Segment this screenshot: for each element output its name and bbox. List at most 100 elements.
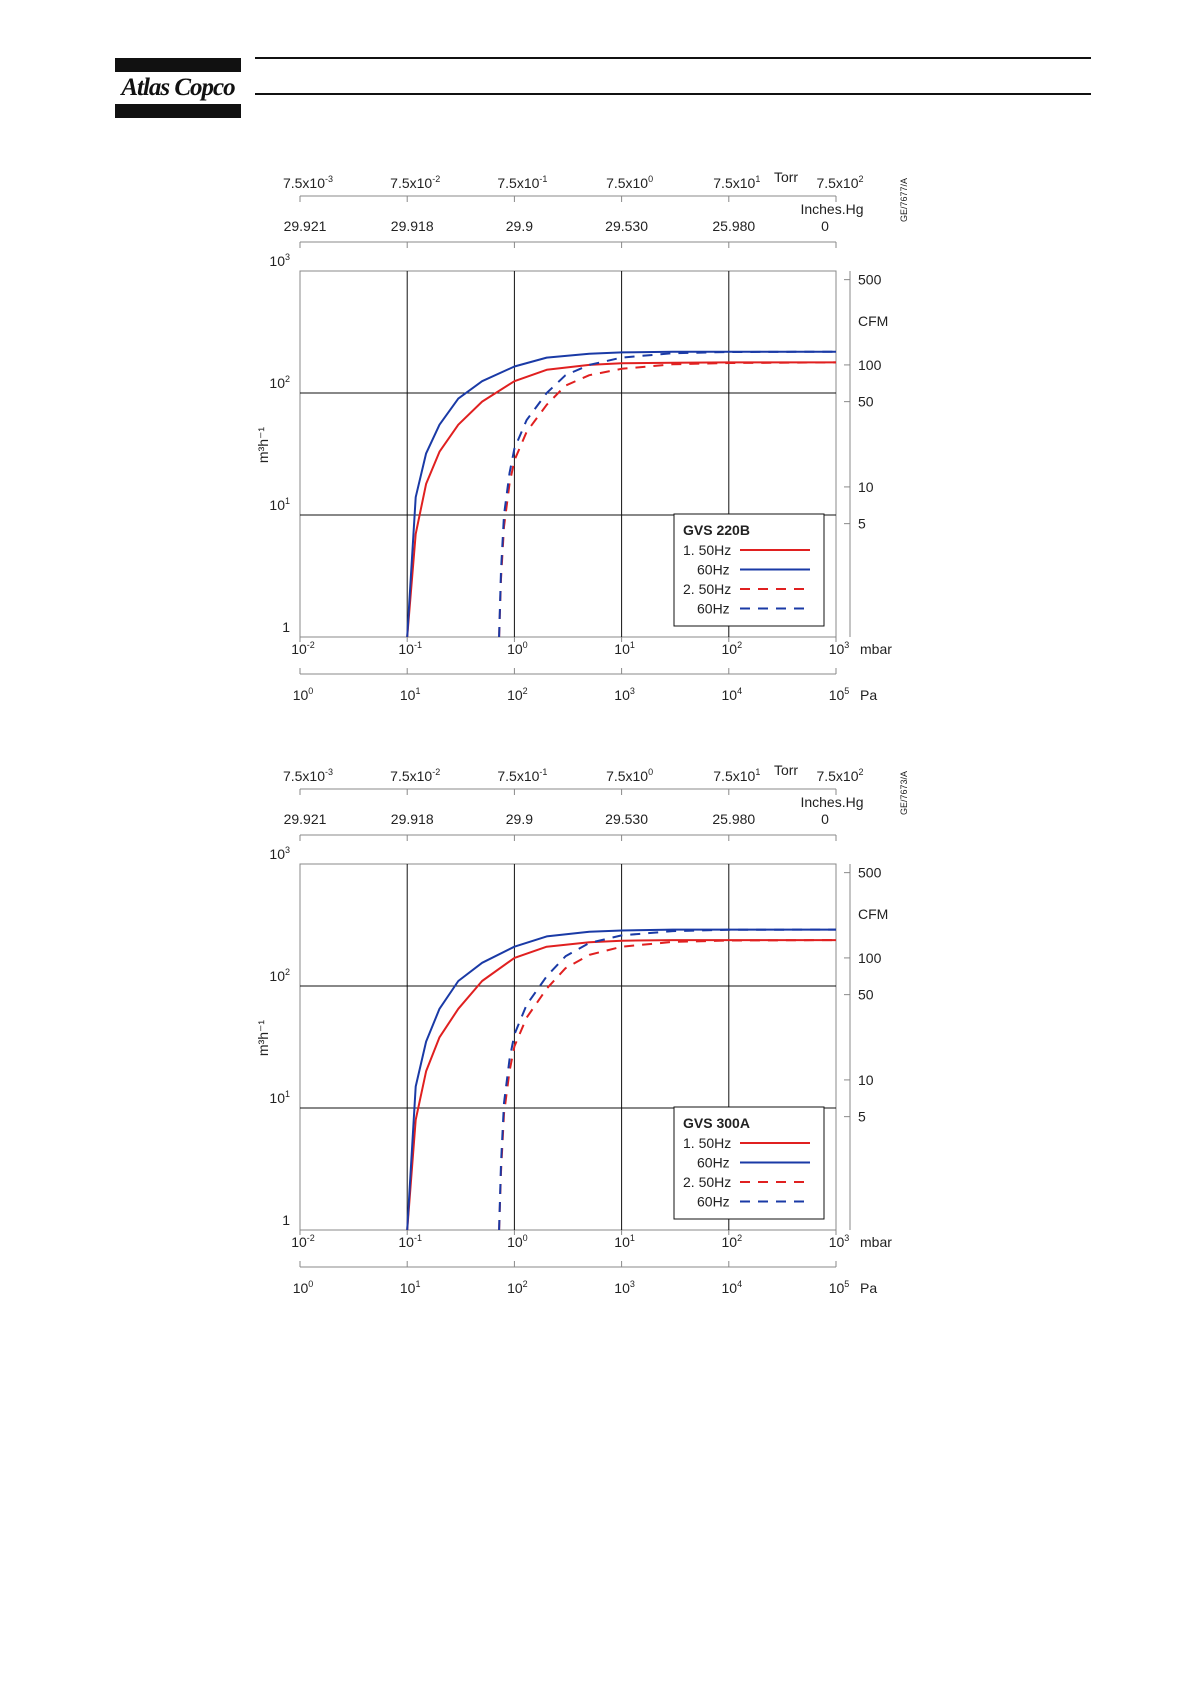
y-tick-label: 101 bbox=[269, 1089, 290, 1106]
pa-tick-label: 100 bbox=[293, 686, 314, 703]
legend-title: GVS 300A bbox=[683, 1115, 750, 1131]
pa-tick-label: 104 bbox=[722, 686, 743, 703]
x-tick-label: 100 bbox=[507, 640, 528, 657]
torr-tick-label: 7.5x100 bbox=[606, 174, 653, 191]
inhg-tick-label: 25.980 bbox=[712, 811, 755, 827]
cfm-tick-label: 10 bbox=[858, 479, 874, 495]
curve-1-50hz bbox=[406, 361, 836, 638]
legend-row-2-50hz-label: 2. 50Hz bbox=[683, 581, 731, 597]
cfm-unit-label: CFM bbox=[858, 906, 888, 922]
torr-tick-label: 7.5x102 bbox=[816, 767, 863, 784]
x-tick-label: 10-1 bbox=[398, 640, 422, 657]
cfm-tick-label: 50 bbox=[858, 394, 874, 410]
inhg-tick-label: 29.921 bbox=[284, 811, 327, 827]
cfm-tick-label: 50 bbox=[858, 987, 874, 1003]
curve-2-60hz bbox=[498, 350, 837, 638]
pa-tick-label: 103 bbox=[614, 686, 635, 703]
legend-row-2-60hz-label: 60Hz bbox=[697, 601, 730, 617]
cfm-tick-label: 5 bbox=[858, 516, 866, 532]
inhg-tick-label: 29.9 bbox=[506, 811, 533, 827]
x-tick-label: 102 bbox=[722, 1233, 743, 1250]
legend-row-2-50hz-label: 2. 50Hz bbox=[683, 1174, 731, 1190]
inhg-tick-label: 29.530 bbox=[605, 811, 648, 827]
cfm-unit-label: CFM bbox=[858, 313, 888, 329]
cfm-tick-label: 5 bbox=[858, 1109, 866, 1125]
y-tick-label: 1 bbox=[282, 619, 290, 635]
x-axis-unit-label: mbar bbox=[860, 1234, 892, 1250]
drawing-code: GE/7677/A bbox=[899, 178, 909, 222]
pa-tick-label: 102 bbox=[507, 1279, 528, 1296]
inhg-tick-label: 29.918 bbox=[391, 218, 434, 234]
header-rule-top bbox=[255, 57, 1091, 59]
atlas-copco-logo: Atlas Copco bbox=[115, 58, 241, 122]
y-axis-label: m³h⁻¹ bbox=[255, 427, 271, 464]
y-tick-label: 1 bbox=[282, 1212, 290, 1228]
legend-row-1-50hz-label: 1. 50Hz bbox=[683, 1135, 731, 1151]
pa-tick-label: 105 bbox=[829, 686, 850, 703]
x-tick-label: 10-2 bbox=[291, 1233, 315, 1250]
curve-2-60hz bbox=[498, 928, 837, 1231]
cfm-tick-label: 100 bbox=[858, 357, 882, 373]
curve-1-60hz bbox=[406, 350, 836, 638]
torr-tick-label: 7.5x102 bbox=[816, 174, 863, 191]
torr-tick-label: 7.5x10-1 bbox=[497, 767, 547, 784]
torr-tick-label: 7.5x101 bbox=[713, 174, 760, 191]
legend-row-1-60hz-label: 60Hz bbox=[697, 562, 730, 578]
pump-curve-chart-gvs-220b: 7.5x10-3 7.5x10-2 7.5x10-1 7.5x100 7.5x101 7.… bbox=[255, 169, 909, 703]
inhg-tick-label: 29.530 bbox=[605, 218, 648, 234]
curve-1-60hz bbox=[406, 928, 836, 1231]
pa-tick-label: 101 bbox=[400, 1279, 421, 1296]
torr-unit-label: Torr bbox=[774, 762, 798, 778]
pa-tick-label: 102 bbox=[507, 686, 528, 703]
inhg-tick-label: 0 bbox=[821, 811, 829, 827]
x-tick-label: 103 bbox=[829, 1233, 850, 1250]
curve-1-50hz bbox=[406, 939, 836, 1231]
logo-bar-top bbox=[115, 58, 241, 72]
x-tick-label: 10-1 bbox=[398, 1233, 422, 1250]
torr-tick-label: 7.5x10-3 bbox=[283, 767, 333, 784]
legend-row-2-60hz-label: 60Hz bbox=[697, 1194, 730, 1210]
torr-tick-label: 7.5x10-2 bbox=[390, 174, 440, 191]
torr-tick-label: 7.5x100 bbox=[606, 767, 653, 784]
inhg-tick-label: 29.921 bbox=[284, 218, 327, 234]
x-tick-label: 101 bbox=[614, 1233, 635, 1250]
x-tick-label: 101 bbox=[614, 640, 635, 657]
header-rule-bottom bbox=[255, 93, 1091, 95]
x-tick-label: 100 bbox=[507, 1233, 528, 1250]
logo-wordmark: Atlas Copco bbox=[121, 74, 235, 101]
pa-tick-label: 100 bbox=[293, 1279, 314, 1296]
y-tick-label: 103 bbox=[269, 252, 290, 269]
cfm-tick-label: 500 bbox=[858, 272, 882, 288]
inhg-unit-label: Inches.Hg bbox=[800, 201, 863, 217]
y-axis-label: m³h⁻¹ bbox=[255, 1020, 271, 1057]
inhg-tick-label: 0 bbox=[821, 218, 829, 234]
inhg-unit-label: Inches.Hg bbox=[800, 794, 863, 810]
inhg-tick-label: 29.9 bbox=[506, 218, 533, 234]
x-tick-label: 102 bbox=[722, 640, 743, 657]
legend-row-1-50hz-label: 1. 50Hz bbox=[683, 542, 731, 558]
x-tick-label: 103 bbox=[829, 640, 850, 657]
plot-frame bbox=[299, 270, 837, 638]
y-tick-label: 103 bbox=[269, 845, 290, 862]
legend-row-1-60hz-label: 60Hz bbox=[697, 1155, 730, 1171]
y-tick-label: 102 bbox=[269, 967, 290, 984]
x-tick-label: 10-2 bbox=[291, 640, 315, 657]
pa-tick-label: 103 bbox=[614, 1279, 635, 1296]
pa-tick-label: 101 bbox=[400, 686, 421, 703]
torr-unit-label: Torr bbox=[774, 169, 798, 185]
y-tick-label: 102 bbox=[269, 374, 290, 391]
pump-curve-chart-gvs-300a: 7.5x10-3 7.5x10-2 7.5x10-1 7.5x100 7.5x101 7.… bbox=[255, 762, 909, 1296]
drawing-code: GE/7673/A bbox=[899, 771, 909, 815]
inhg-tick-label: 29.918 bbox=[391, 811, 434, 827]
pa-unit-label: Pa bbox=[860, 687, 877, 703]
cfm-tick-label: 500 bbox=[858, 865, 882, 881]
pa-tick-label: 104 bbox=[722, 1279, 743, 1296]
plot-frame bbox=[299, 863, 837, 1231]
torr-tick-label: 7.5x10-2 bbox=[390, 767, 440, 784]
inhg-tick-label: 25.980 bbox=[712, 218, 755, 234]
pa-tick-label: 105 bbox=[829, 1279, 850, 1296]
x-axis-unit-label: mbar bbox=[860, 641, 892, 657]
y-tick-label: 101 bbox=[269, 496, 290, 513]
legend-title: GVS 220B bbox=[683, 522, 750, 538]
cfm-tick-label: 10 bbox=[858, 1072, 874, 1088]
